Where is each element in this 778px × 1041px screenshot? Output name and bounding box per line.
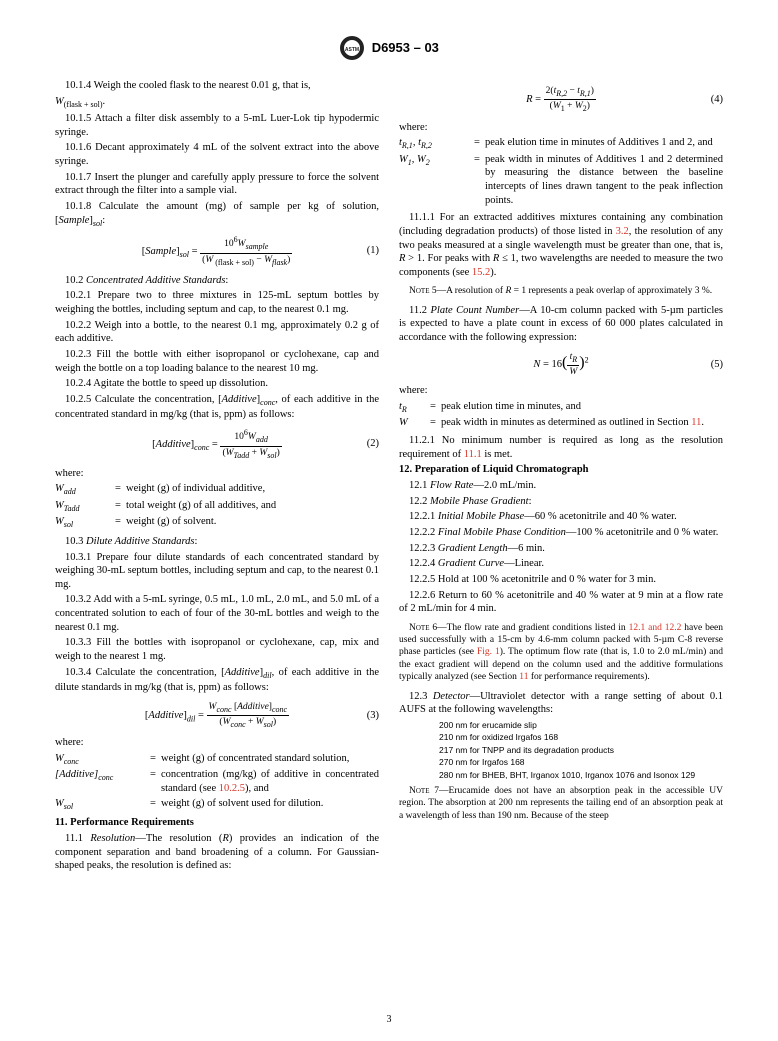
para-10-2: 10.2 Concentrated Additive Standards:	[55, 274, 379, 288]
detector-list: 200 nm for erucamide slip 210 nm for oxi…	[439, 720, 723, 781]
page-number: 3	[0, 1013, 778, 1026]
para-10-1-4b: W(flask + sol).	[55, 95, 379, 110]
where-2: where:	[55, 736, 379, 750]
equation-1: [Sample]sol = 106Wsample (W (flask + sol…	[55, 235, 379, 268]
where-list-1: Wadd=weight (g) of individual additive, …	[55, 482, 379, 530]
eq-num-5: (5)	[711, 358, 723, 372]
para-10-1-7: 10.1.7 Insert the plunger and carefully …	[55, 171, 379, 198]
para-11-1-1: 11.1.1 For an extracted additives mixtur…	[399, 211, 723, 279]
para-10-1-8: 10.1.8 Calculate the amount (mg) of samp…	[55, 200, 379, 229]
para-10-2-2: 10.2.2 Weigh into a bottle, to the neare…	[55, 319, 379, 346]
para-10-3-1: 10.3.1 Prepare four dilute standards of …	[55, 551, 379, 592]
para-10-3-3: 10.3.3 Fill the bottles with isopropanol…	[55, 636, 379, 663]
para-10-2-5: 10.2.5 Calculate the concentration, [Add…	[55, 393, 379, 422]
where-3: where:	[399, 121, 723, 135]
para-10-3: 10.3 Dilute Additive Standards:	[55, 535, 379, 549]
body-columns: 10.1.4 Weigh the cooled flask to the nea…	[55, 79, 723, 994]
para-10-2-4: 10.2.4 Agitate the bottle to speed up di…	[55, 377, 379, 391]
equation-5: N = 16(tRW)2 (5)	[399, 351, 723, 379]
para-10-2-3: 10.2.3 Fill the bottle with either isopr…	[55, 348, 379, 375]
page: ASTM D6953 – 03 10.1.4 Weigh the cooled …	[0, 0, 778, 1041]
where-list-4: tR=peak elution time in minutes, and W=p…	[399, 400, 723, 430]
note-6: Note 6—The flow rate and gradient condit…	[399, 622, 723, 684]
para-10-3-4: 10.3.4 Calculate the concentration, [Add…	[55, 666, 379, 695]
where-1: where:	[55, 467, 379, 481]
para-10-1-4: 10.1.4 Weigh the cooled flask to the nea…	[55, 79, 379, 93]
para-10-1-6: 10.1.6 Decant approximately 4 mL of the …	[55, 141, 379, 168]
equation-4: R = 2(tR,2 − tR,1) (W1 + W2) (4)	[399, 85, 723, 115]
para-11-2: 11.2 Plate Count Number—A 10-cm column p…	[399, 304, 723, 345]
equation-3: [Additive]dil = Wconc [Additive]conc (Wc…	[55, 701, 379, 731]
section-11-heading: 11. Performance Requirements	[55, 816, 379, 830]
para-12-2-5: 12.2.5 Hold at 100 % acetonitrile and 0 …	[399, 573, 723, 587]
para-11-1: 11.1 Resolution—The resolution (R) provi…	[55, 832, 379, 873]
equation-2: [Additive]conc = 106Wadd (WTadd + Wsol) …	[55, 428, 379, 461]
where-list-2: Wconc=weight (g) of concentrated standar…	[55, 752, 379, 812]
where-list-3: tR,1, tR,2=peak elution time in minutes …	[399, 136, 723, 207]
para-12-3: 12.3 Detector—Ultraviolet detector with …	[399, 690, 723, 717]
where-4: where:	[399, 384, 723, 398]
svg-text:ASTM: ASTM	[345, 47, 359, 53]
eq-num-4: (4)	[711, 93, 723, 107]
note-5: Note 5—A resolution of R = 1 represents …	[399, 285, 723, 297]
eq-num-2: (2)	[367, 438, 379, 452]
astm-logo: ASTM	[339, 35, 365, 61]
para-12-2-3: 12.2.3 Gradient Length—6 min.	[399, 542, 723, 556]
note-7: Note 7—Erucamide does not have an absorp…	[399, 785, 723, 822]
header: ASTM D6953 – 03	[55, 35, 723, 61]
para-11-2-1: 11.2.1 No minimum number is required as …	[399, 434, 723, 461]
para-12-2: 12.2 Mobile Phase Gradient:	[399, 495, 723, 509]
para-12-2-1: 12.2.1 Initial Mobile Phase—60 % acetoni…	[399, 510, 723, 524]
para-10-1-5: 10.1.5 Attach a filter disk assembly to …	[55, 112, 379, 139]
para-12-2-2: 12.2.2 Final Mobile Phase Condition—100 …	[399, 526, 723, 540]
eq-num-3: (3)	[367, 709, 379, 723]
para-12-2-6: 12.2.6 Return to 60 % acetonitrile and 4…	[399, 589, 723, 616]
para-10-3-2: 10.3.2 Add with a 5-mL syringe, 0.5 mL, …	[55, 593, 379, 634]
para-10-2-1: 10.2.1 Prepare two to three mixtures in …	[55, 289, 379, 316]
para-12-2-4: 12.2.4 Gradient Curve—Linear.	[399, 557, 723, 571]
para-12-1: 12.1 Flow Rate—2.0 mL/min.	[399, 479, 723, 493]
section-12-heading: 12. Preparation of Liquid Chromatograph	[399, 463, 723, 477]
eq-num-1: (1)	[367, 245, 379, 259]
doc-id: D6953 – 03	[372, 40, 439, 57]
